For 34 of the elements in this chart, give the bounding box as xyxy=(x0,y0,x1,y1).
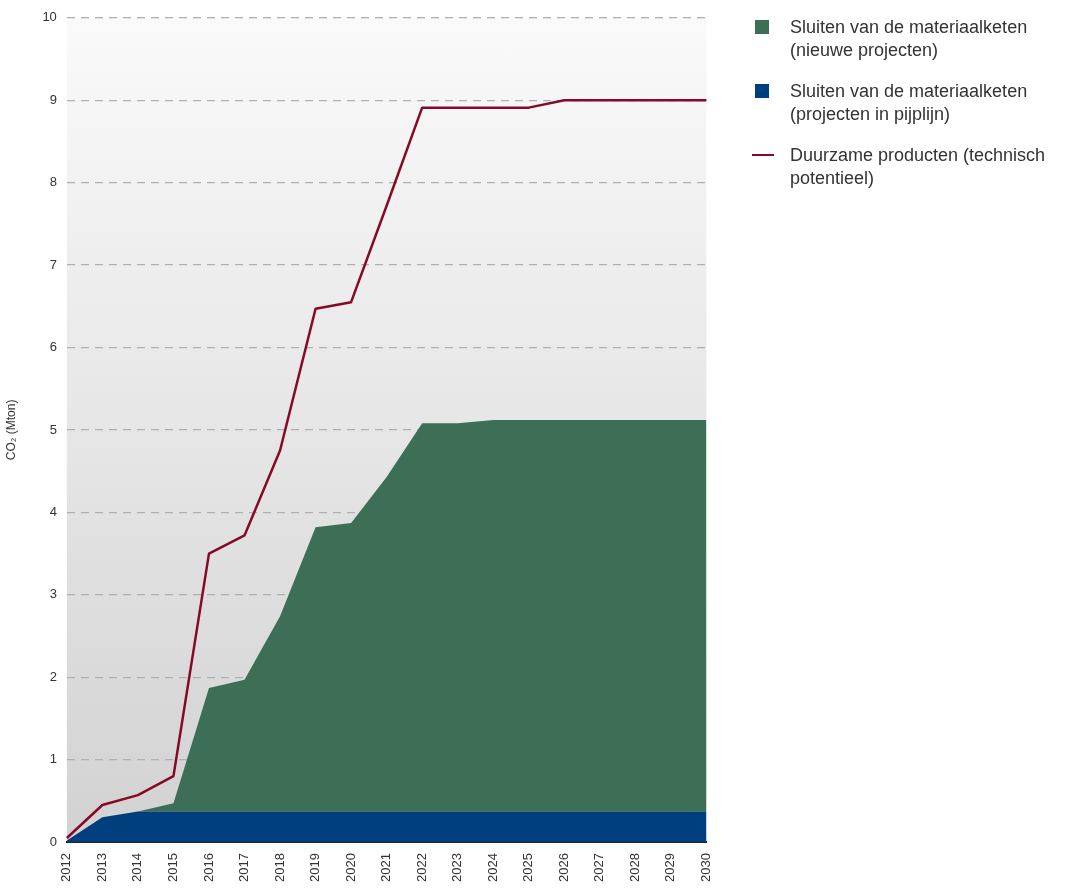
x-tick-label: 2030 xyxy=(697,853,713,882)
y-tick-label: 4 xyxy=(49,503,57,519)
y-tick-label: 2 xyxy=(49,668,57,684)
x-tick-label: 2019 xyxy=(307,853,323,882)
x-tick-label: 2028 xyxy=(626,853,642,882)
x-tick-label: 2020 xyxy=(342,853,358,882)
y-tick-label: 0 xyxy=(49,833,57,849)
y-tick-label: 9 xyxy=(49,91,57,107)
x-tick-label: 2022 xyxy=(413,853,429,882)
x-tick-label: 2023 xyxy=(449,853,465,882)
y-axis-title: CO₂ (Mton) xyxy=(3,399,18,461)
y-tick-label: 7 xyxy=(49,256,57,272)
y-tick-label: 10 xyxy=(42,9,57,25)
x-tick-label: 2027 xyxy=(591,853,607,882)
legend-label: Sluiten van de materiaalketen (nieuwe projecten) xyxy=(790,16,1029,62)
x-tick-label: 2013 xyxy=(93,853,109,882)
x-tick-label: 2026 xyxy=(555,853,571,882)
x-tick-label: 2021 xyxy=(378,853,394,882)
x-tick-label: 2016 xyxy=(200,853,216,882)
x-tick-label: 2015 xyxy=(165,853,181,882)
x-tick-label: 2014 xyxy=(129,853,145,882)
x-tick-label: 2029 xyxy=(662,853,678,882)
y-tick-label: 3 xyxy=(49,586,57,602)
y-tick-label: 8 xyxy=(49,174,57,190)
y-tick-label: 6 xyxy=(49,339,57,355)
x-tick-label: 2018 xyxy=(271,853,287,882)
y-tick-label: 5 xyxy=(49,421,57,437)
x-tick-label: 2024 xyxy=(484,853,500,882)
x-tick-label: 2025 xyxy=(520,853,536,882)
x-tick-label: 2017 xyxy=(236,853,252,882)
legend-label: Sluiten van de materiaalketen (projecten in pijplijn) xyxy=(790,80,1029,126)
x-tick-label: 2012 xyxy=(58,853,74,882)
legend-label: Duurzame producten (technisch potentieel) xyxy=(790,144,1047,190)
y-tick-label: 1 xyxy=(49,751,57,767)
